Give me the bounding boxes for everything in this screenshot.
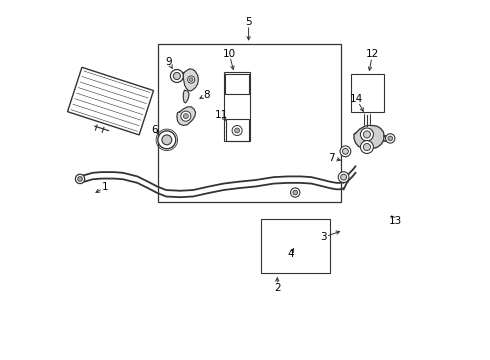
- Circle shape: [338, 172, 349, 183]
- Circle shape: [190, 78, 193, 81]
- Text: 4: 4: [288, 249, 294, 259]
- Text: 6: 6: [151, 125, 158, 135]
- Circle shape: [291, 188, 300, 197]
- Circle shape: [183, 114, 188, 119]
- Circle shape: [361, 128, 373, 141]
- Text: 2: 2: [274, 283, 281, 293]
- Polygon shape: [354, 126, 384, 149]
- Circle shape: [364, 143, 370, 150]
- Circle shape: [158, 131, 176, 149]
- Circle shape: [293, 190, 297, 195]
- Polygon shape: [183, 69, 198, 91]
- Text: 13: 13: [389, 216, 402, 226]
- Text: 8: 8: [203, 90, 210, 100]
- Text: 3: 3: [320, 232, 326, 242]
- Bar: [351, 74, 384, 112]
- Circle shape: [173, 72, 180, 80]
- Circle shape: [78, 177, 82, 181]
- Text: 10: 10: [222, 49, 236, 59]
- Circle shape: [181, 111, 191, 121]
- Bar: [158, 44, 341, 202]
- Circle shape: [343, 148, 348, 154]
- Text: 1: 1: [102, 182, 108, 192]
- Bar: [68, 67, 153, 135]
- Polygon shape: [177, 107, 196, 126]
- Text: 12: 12: [366, 49, 379, 59]
- Text: 14: 14: [350, 94, 364, 104]
- Circle shape: [235, 128, 240, 133]
- Circle shape: [361, 140, 373, 153]
- Circle shape: [162, 135, 172, 145]
- Circle shape: [341, 174, 346, 180]
- Text: 9: 9: [166, 57, 172, 67]
- Bar: [224, 72, 250, 140]
- Circle shape: [388, 136, 392, 141]
- Circle shape: [75, 174, 85, 184]
- Circle shape: [340, 146, 351, 157]
- Text: 5: 5: [245, 17, 252, 27]
- Circle shape: [364, 131, 370, 138]
- Bar: [261, 220, 330, 273]
- Circle shape: [386, 134, 395, 143]
- Circle shape: [232, 126, 242, 135]
- Text: 11: 11: [215, 110, 228, 120]
- Text: 7: 7: [328, 153, 335, 163]
- Polygon shape: [183, 90, 189, 103]
- Circle shape: [171, 69, 183, 82]
- Circle shape: [188, 76, 195, 83]
